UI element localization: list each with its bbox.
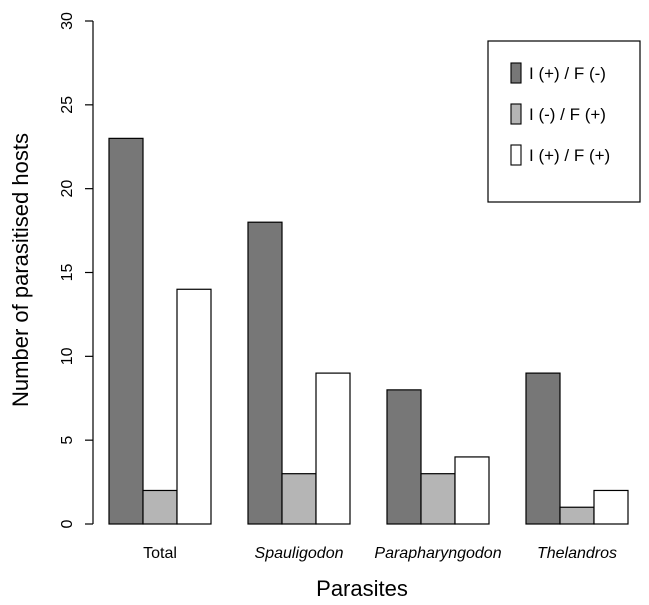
bar [559, 506, 595, 525]
bar [176, 288, 212, 525]
bar [315, 372, 351, 525]
bar [386, 389, 422, 525]
legend-label: I (-) / F (+) [529, 105, 606, 124]
legend-label: I (+) / F (+) [529, 146, 610, 165]
bars [108, 137, 629, 525]
x-tick-labels: Total Spauligodon Parapharyngodon Thelandro… [143, 545, 617, 562]
y-axis-label: Number of parasitised hosts [8, 133, 33, 407]
y-tick-label: 5 [59, 436, 76, 445]
x-tick-label: Spauligodon [255, 545, 344, 562]
bar [525, 372, 561, 525]
legend-label: I (+) / F (-) [529, 64, 606, 83]
legend: I (+) / F (-) I (-) / F (+) I (+) / F (+) [487, 40, 641, 203]
legend-swatch [510, 62, 522, 84]
y-tick-label: 30 [59, 12, 76, 30]
y-tick-label: 10 [59, 347, 76, 365]
legend-swatch [510, 144, 522, 166]
bar [142, 489, 178, 525]
y-tick-label: 25 [59, 96, 76, 114]
bar [281, 473, 317, 525]
x-tick-label: Parapharyngodon [374, 545, 501, 562]
legend-swatch [510, 103, 522, 125]
y-tick-label: 20 [59, 180, 76, 198]
bar [420, 473, 456, 525]
y-axis: 0 5 10 15 20 25 30 [59, 12, 94, 528]
x-axis-label: Parasites [316, 576, 408, 601]
bar [454, 456, 490, 525]
y-tick-label: 15 [59, 264, 76, 282]
x-tick-label: Total [143, 545, 177, 562]
bar [247, 221, 283, 525]
y-tick-label: 0 [59, 519, 76, 528]
bar [108, 137, 144, 525]
bar [593, 489, 629, 525]
x-tick-label: Thelandros [537, 545, 617, 562]
